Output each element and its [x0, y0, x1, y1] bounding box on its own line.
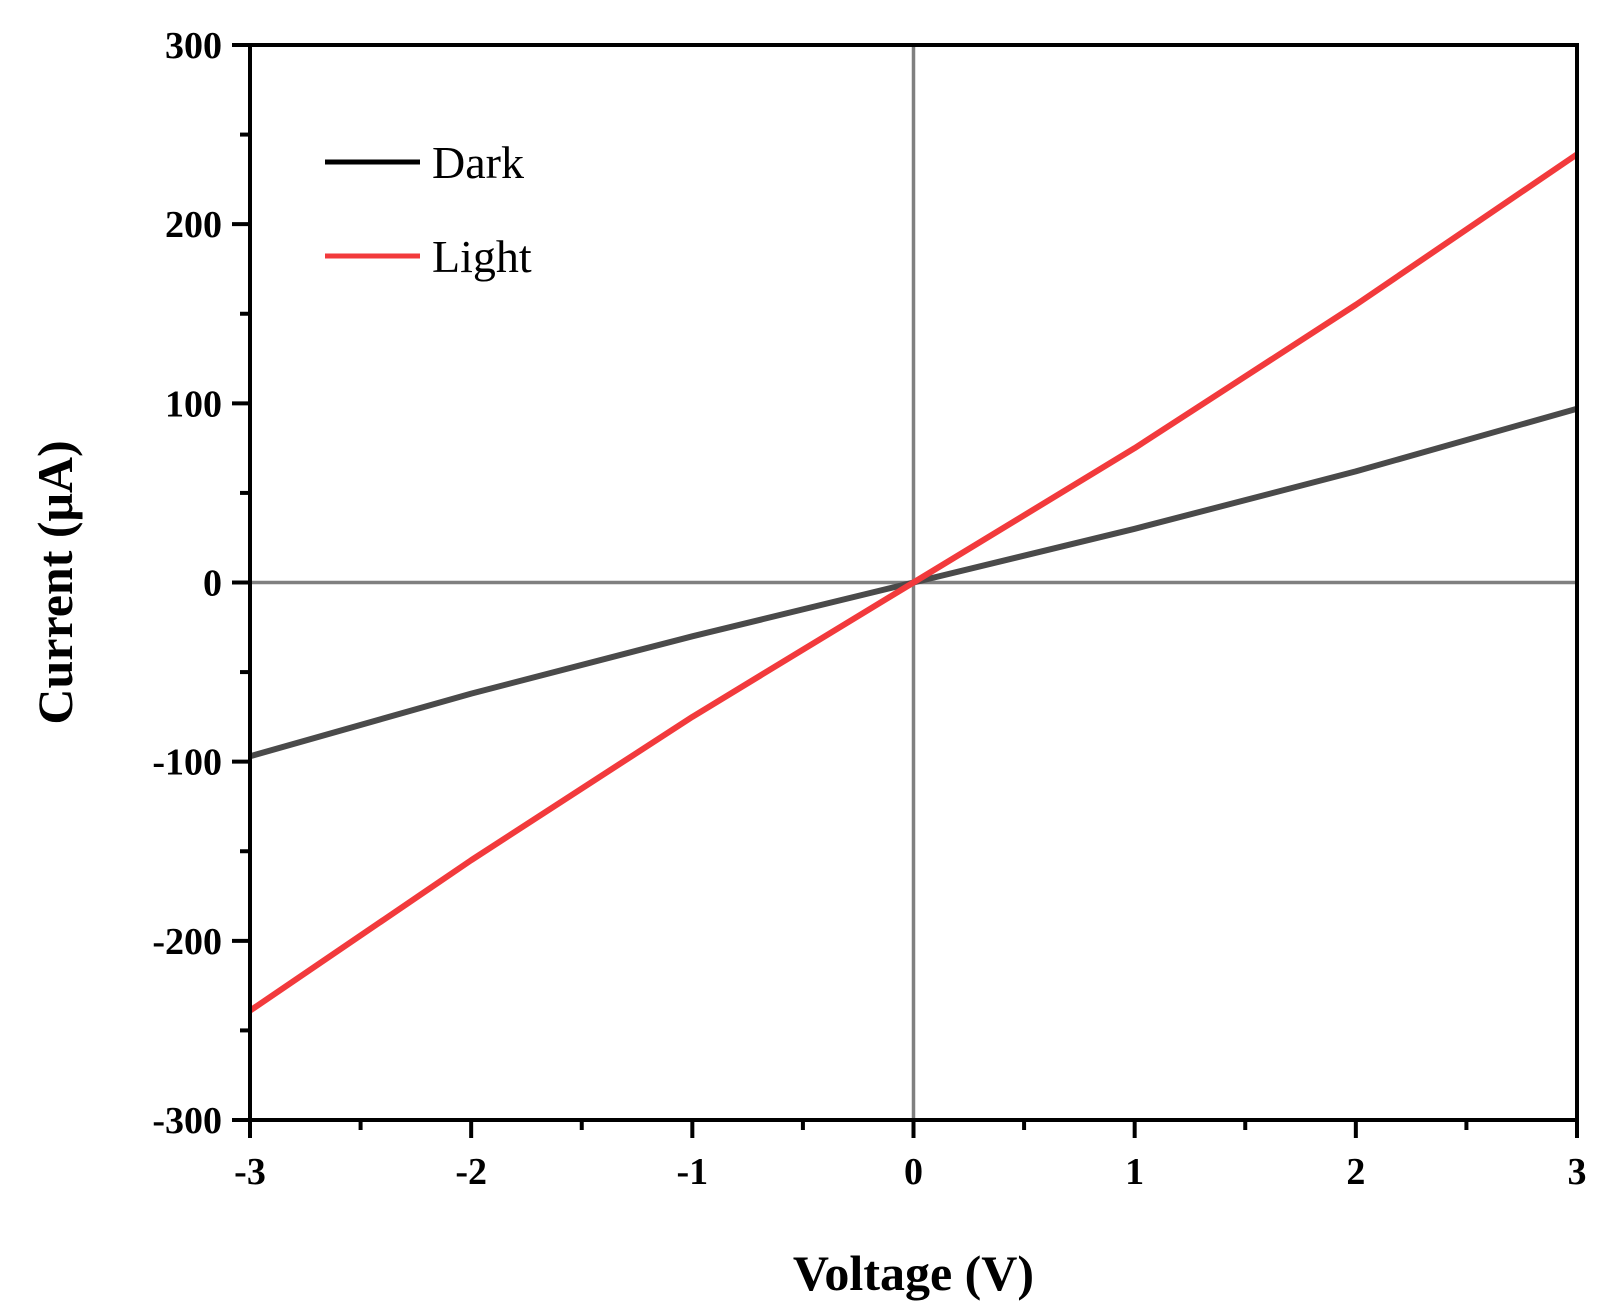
legend-label-light: Light [432, 231, 532, 282]
series-line-light [248, 151, 1579, 1014]
x-tick-label: -3 [234, 1151, 266, 1193]
y-tick-label: -200 [152, 921, 222, 963]
y-tick-label: -100 [152, 742, 222, 784]
x-tick-label: -2 [455, 1151, 487, 1193]
legend: Dark Light [325, 137, 532, 282]
x-tick-label: 1 [1125, 1151, 1144, 1193]
legend-label-dark: Dark [432, 137, 524, 188]
y-tick-label: -300 [152, 1100, 222, 1142]
y-tick-label: 0 [203, 563, 222, 605]
x-tick-label: 3 [1568, 1151, 1587, 1193]
y-axis: -300 -200 -100 0 100 200 300 [152, 25, 250, 1142]
x-tick-label: 0 [904, 1151, 923, 1193]
x-tick-label: -1 [677, 1151, 709, 1193]
y-axis-title: Current (μA) [27, 440, 83, 724]
series-layer [248, 151, 1579, 1014]
x-tick-label: 2 [1346, 1151, 1365, 1193]
x-axis: -3 -2 -1 0 1 2 3 [234, 1120, 1587, 1193]
y-tick-label: 200 [165, 204, 222, 246]
y-tick-label: 100 [165, 383, 222, 425]
y-tick-label: 300 [165, 25, 222, 67]
x-axis-title: Voltage (V) [793, 1245, 1034, 1301]
